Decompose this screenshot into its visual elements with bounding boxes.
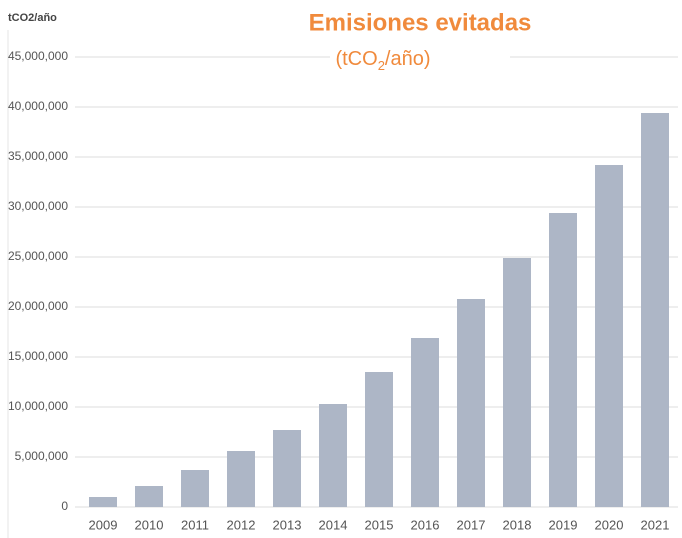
y-tick-label: 5,000,000	[15, 449, 69, 463]
bar	[227, 451, 255, 507]
y-tick-label: 40,000,000	[8, 99, 68, 113]
y-tick-label: 10,000,000	[8, 399, 68, 413]
bar	[181, 470, 209, 507]
bar	[273, 430, 301, 507]
bar	[595, 165, 623, 507]
x-tick-label: 2011	[181, 517, 209, 532]
bar	[135, 486, 163, 507]
y-tick-label: 0	[61, 499, 68, 513]
x-tick-label: 2018	[503, 517, 532, 532]
y-tick-label: 20,000,000	[8, 299, 68, 313]
y-tick-label: 45,000,000	[8, 49, 68, 63]
x-tick-label: 2014	[319, 517, 348, 532]
title-backdrop	[330, 6, 510, 76]
x-tick-label: 2020	[595, 517, 624, 532]
x-tick-label: 2017	[457, 517, 486, 532]
bar	[411, 338, 439, 507]
x-tick-label: 2019	[549, 517, 578, 532]
bar	[365, 372, 393, 507]
chart-title: Emisiones evitadas	[309, 9, 532, 36]
subtitle-text: (tCO	[335, 48, 377, 70]
subtitle-text: /año)	[385, 48, 431, 70]
x-tick-label: 2013	[273, 517, 302, 532]
bar	[641, 113, 669, 507]
x-tick-label: 2015	[365, 517, 394, 532]
x-tick-label: 2009	[89, 517, 118, 532]
bar	[319, 404, 347, 507]
bar	[503, 258, 531, 507]
y-tick-label: 35,000,000	[8, 149, 68, 163]
y-axis-label: tCO2/año	[8, 12, 57, 24]
x-tick-label: 2021	[641, 517, 670, 532]
x-tick-label: 2010	[135, 517, 164, 532]
x-tick-label: 2012	[227, 517, 256, 532]
chart-subtitle: (tCO2/año)	[335, 48, 430, 73]
y-tick-label: 15,000,000	[8, 349, 68, 363]
y-tick-label: 30,000,000	[8, 199, 68, 213]
subtitle-subscript: 2	[378, 58, 385, 73]
y-tick-label: 25,000,000	[8, 249, 68, 263]
bar	[549, 213, 577, 507]
bar	[457, 299, 485, 507]
x-tick-label: 2016	[411, 517, 440, 532]
bar	[89, 497, 117, 507]
